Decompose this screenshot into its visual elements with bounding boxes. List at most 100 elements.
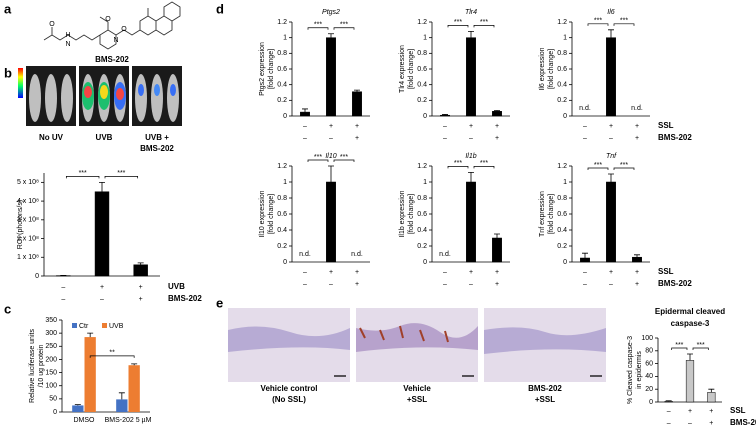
error-bar: [74, 404, 81, 406]
condition-name: BMS-202: [658, 133, 692, 142]
condition-sign: +: [329, 123, 333, 130]
bar: [492, 237, 502, 263]
legend-swatch: [102, 323, 107, 328]
condition-sign: –: [61, 296, 65, 303]
significance-bracket: [104, 176, 139, 179]
bar: [116, 399, 128, 412]
significance-bracket: [613, 23, 635, 26]
error-bar: [634, 254, 640, 258]
significance-label: ***: [620, 162, 628, 169]
bar: [128, 365, 140, 412]
y-tick-label: 0.6: [277, 211, 287, 218]
image-label: (No SSL): [272, 395, 306, 404]
bar: [685, 360, 695, 403]
y-tick-label: 0.2: [417, 97, 427, 104]
y-tick-label: 0.6: [277, 66, 287, 73]
chart-title: Tlr4: [465, 9, 477, 16]
y-tick-label: 0.2: [557, 243, 567, 250]
bar: [133, 264, 148, 277]
bar: [606, 181, 616, 263]
significance-label: ***: [340, 154, 348, 161]
y-axis-label: Ptgs2 expression: [259, 42, 266, 96]
significance-bracket: [692, 347, 709, 350]
condition-sign: +: [355, 135, 359, 142]
image-label: +SSL: [535, 395, 555, 404]
y-tick-label: 1.2: [417, 19, 427, 26]
condition-sign: –: [583, 135, 587, 142]
bar: [664, 401, 673, 403]
y-tick-label: 0.4: [557, 82, 567, 89]
significance-bracket: [333, 27, 355, 30]
bar: [352, 91, 362, 117]
bar: [84, 337, 96, 412]
error-bar: [354, 89, 360, 92]
error-bar: [328, 33, 334, 38]
condition-sign: –: [61, 284, 65, 291]
condition-sign: +: [688, 408, 692, 415]
atom-label: N: [65, 41, 70, 48]
bar: [326, 37, 336, 117]
y-tick-label: 0.4: [417, 82, 427, 89]
significance-label: **: [109, 350, 115, 357]
chart-title: caspase-3: [671, 319, 710, 328]
significance-label: ***: [675, 342, 683, 349]
y-tick-label: 1 x 10⁸: [17, 254, 39, 261]
error-bar: [99, 181, 105, 192]
mouse-images: [26, 66, 182, 126]
y-axis-label: ROI (photons/s): [17, 200, 24, 249]
y-tick-label: 1.2: [557, 163, 567, 170]
y-tick-label: 1.2: [557, 19, 567, 26]
image-label: BMS-202: [140, 144, 174, 153]
bar: [466, 181, 476, 263]
value-label: n.d.: [579, 105, 591, 112]
y-axis-label: Relative luciferase units: [29, 329, 36, 403]
y-axis-label: [fold change]: [408, 194, 415, 234]
condition-sign: +: [329, 269, 333, 276]
bar: [632, 256, 642, 263]
x-tick-label: DMSO: [74, 417, 96, 424]
significance-label: ***: [480, 19, 488, 26]
value-label: n.d.: [351, 251, 363, 258]
condition-name: UVB: [168, 282, 185, 291]
y-tick-label: 0.8: [277, 50, 287, 57]
significance-bracket: [587, 23, 609, 26]
condition-sign: +: [355, 281, 359, 288]
condition-sign: +: [609, 123, 613, 130]
condition-sign: –: [443, 269, 447, 276]
condition-sign: +: [495, 269, 499, 276]
error-bar: [302, 108, 308, 113]
y-tick-label: 0.8: [557, 50, 567, 57]
y-tick-label: 0: [283, 259, 287, 266]
bar: [707, 392, 716, 403]
y-axis-label: Tnf expression: [539, 191, 546, 237]
y-tick-label: 0.4: [277, 82, 287, 89]
condition-sign: –: [303, 123, 307, 130]
error-bar: [87, 332, 94, 338]
significance-bracket: [447, 166, 469, 169]
y-tick-label: 0: [563, 113, 567, 120]
error-bar: [494, 110, 500, 112]
y-tick-label: 2 x 10⁸: [17, 235, 39, 242]
chart-title: Il1b: [465, 153, 476, 160]
chart-title: Epidermal cleaved: [655, 307, 725, 316]
condition-sign: –: [303, 269, 307, 276]
atom-label: O: [105, 16, 111, 23]
image-label: +SSL: [407, 395, 427, 404]
y-tick-label: 1: [423, 35, 427, 42]
y-axis-label: Il1b expression: [399, 190, 406, 237]
y-tick-label: 0: [423, 259, 427, 266]
significance-bracket: [307, 159, 329, 162]
condition-sign: +: [355, 123, 359, 130]
condition-sign: –: [609, 281, 613, 288]
y-tick-label: 0.6: [417, 66, 427, 73]
condition-sign: +: [709, 408, 713, 415]
y-tick-label: 0.2: [277, 97, 287, 104]
condition-name: SSL: [658, 267, 674, 276]
atom-label: N: [113, 37, 118, 44]
error-bar: [708, 388, 715, 393]
bar: [492, 111, 502, 117]
image-label: BMS-202: [528, 384, 562, 393]
y-tick-label: 1: [563, 35, 567, 42]
condition-sign: +: [635, 269, 639, 276]
panel-label: e: [216, 295, 223, 310]
